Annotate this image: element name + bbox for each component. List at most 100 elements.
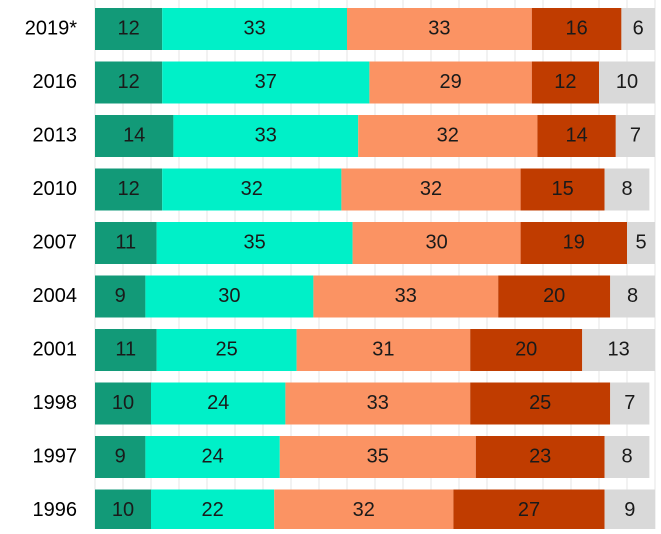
bar-segment — [582, 329, 655, 371]
bar-segment — [498, 275, 611, 318]
category-label: 2004 — [33, 285, 78, 307]
data-label: 24 — [201, 445, 223, 467]
bar-segment — [151, 382, 286, 425]
bar-segment — [173, 115, 359, 157]
data-label: 22 — [201, 499, 223, 521]
data-label: 14 — [565, 124, 587, 146]
bar-segment — [604, 168, 650, 211]
category-label: 2019* — [25, 17, 77, 39]
bar-segment — [604, 489, 655, 532]
bar-segment — [95, 275, 146, 318]
data-label: 19 — [563, 231, 585, 253]
data-label: 14 — [123, 124, 145, 146]
data-label: 12 — [554, 71, 576, 93]
bar-segment — [358, 115, 538, 157]
data-label: 32 — [241, 178, 263, 200]
category-labels: 2019* 2016 2013 2010 2007 2004 2001 1998 1997 199… — [25, 17, 77, 521]
bar-segment — [95, 115, 174, 157]
bar-segment — [470, 382, 611, 425]
bar-segment — [95, 382, 151, 425]
bar-segment — [520, 168, 605, 211]
data-label: 9 — [115, 285, 126, 307]
data-label: 35 — [243, 231, 265, 253]
bar-segment — [151, 489, 275, 532]
bar-segment — [531, 61, 599, 104]
bar-segment — [453, 489, 605, 532]
data-label: 11 — [115, 338, 136, 360]
bar-segment — [313, 275, 499, 318]
data-label: 6 — [633, 17, 644, 39]
bar-segment — [599, 61, 655, 104]
data-label: 10 — [112, 392, 134, 414]
data-label: 25 — [529, 392, 551, 414]
data-label: 12 — [117, 178, 139, 200]
data-label: 23 — [529, 445, 551, 467]
data-label: 32 — [353, 499, 375, 521]
data-label: 15 — [551, 178, 573, 200]
data-label: 8 — [621, 445, 632, 467]
bar-segment — [520, 222, 627, 264]
data-label: 10 — [112, 499, 134, 521]
bar-segment — [621, 8, 655, 50]
data-label: 33 — [367, 392, 389, 414]
data-label: 27 — [518, 499, 540, 521]
data-label: 33 — [243, 17, 265, 39]
bar-segment — [145, 436, 280, 478]
data-label: 13 — [607, 338, 629, 360]
bar-segment — [156, 329, 297, 371]
data-label: 32 — [437, 124, 459, 146]
bar-segment — [95, 489, 151, 532]
bar-segment — [347, 8, 532, 50]
data-label: 5 — [635, 231, 646, 253]
data-label: 37 — [255, 71, 277, 93]
category-label: 2007 — [33, 231, 78, 253]
bar-segment — [531, 8, 622, 50]
data-label: 20 — [543, 285, 565, 307]
data-label: 31 — [372, 338, 394, 360]
category-label: 1996 — [33, 499, 78, 521]
bar-segment — [470, 329, 583, 371]
data-label: 9 — [624, 499, 635, 521]
bar-segment — [145, 275, 314, 318]
data-label: 7 — [630, 124, 641, 146]
bar-segment — [615, 115, 655, 157]
data-label: 12 — [117, 71, 139, 93]
data-label: 33 — [395, 285, 417, 307]
bar-segment — [627, 222, 655, 264]
bar-segment — [610, 275, 655, 318]
bars — [95, 8, 655, 532]
data-label: 10 — [616, 71, 638, 93]
data-label: 32 — [420, 178, 442, 200]
data-label: 20 — [515, 338, 537, 360]
bar-segment — [352, 222, 521, 264]
bar-segment — [369, 61, 532, 104]
bar-segment — [95, 222, 157, 264]
bar-segment — [95, 436, 146, 478]
bar-segment — [162, 8, 347, 50]
category-label: 2016 — [33, 71, 78, 93]
bar-segment — [285, 382, 471, 425]
data-label: 30 — [425, 231, 447, 253]
data-label: 30 — [218, 285, 240, 307]
category-label: 2010 — [33, 178, 78, 200]
data-label: 8 — [621, 178, 632, 200]
bar-segment — [296, 329, 471, 371]
category-label: 2001 — [33, 338, 78, 360]
bar-segment — [341, 168, 521, 211]
data-label: 25 — [215, 338, 237, 360]
bar-segment — [279, 436, 476, 478]
bar-segment — [162, 61, 370, 104]
data-label: 16 — [565, 17, 587, 39]
data-labels: 12 33 33 16 6 12 37 29 12 10 14 33 32 14 7 12 32 32 15 8 11 3… — [112, 17, 647, 521]
bar-segment — [475, 436, 605, 478]
category-label: 1997 — [33, 445, 78, 467]
data-label: 29 — [439, 71, 461, 93]
category-label: 1998 — [33, 392, 78, 414]
bar-segment — [95, 8, 163, 50]
bar-segment — [95, 329, 157, 371]
data-label: 33 — [255, 124, 277, 146]
data-label: 7 — [624, 392, 635, 414]
bar-segment — [95, 168, 163, 211]
data-label: 8 — [627, 285, 638, 307]
